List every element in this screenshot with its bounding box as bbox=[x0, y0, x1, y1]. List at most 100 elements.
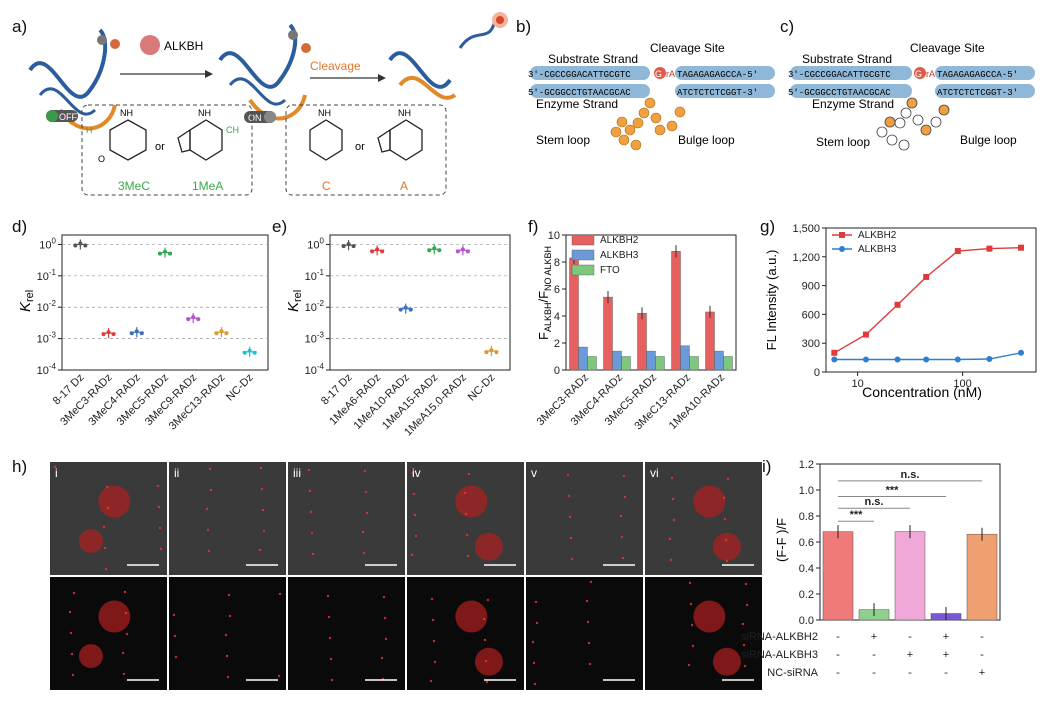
data-point bbox=[455, 245, 470, 256]
row-mark: - bbox=[872, 667, 876, 679]
y-tick-label: 1,200 bbox=[792, 252, 820, 264]
data-point bbox=[986, 356, 993, 363]
micrograph-merged: iv bbox=[407, 462, 524, 575]
on-label: ON bbox=[248, 113, 262, 123]
bot-seq-right-c: ATCTCTCTCGGT-3' bbox=[937, 88, 1018, 98]
micrograph-merged: v bbox=[526, 462, 643, 575]
row-mark: + bbox=[943, 649, 949, 661]
y-tick-label: 10-3 bbox=[305, 331, 325, 346]
svg-text:NH: NH bbox=[318, 108, 331, 118]
enzyme-strand-label-c: Enzyme Strand bbox=[812, 97, 894, 111]
bar bbox=[705, 311, 715, 371]
c-structure: NH bbox=[309, 108, 343, 161]
y-tick-label: 300 bbox=[802, 338, 820, 350]
y-tick-label: 10-1 bbox=[37, 268, 57, 283]
micrograph-fluorescence bbox=[645, 577, 762, 690]
micrograph-label: ii bbox=[174, 466, 179, 480]
cleavage-site-marker-b bbox=[654, 67, 666, 79]
x-tick-label: 100 bbox=[953, 378, 971, 390]
d-ylabel: Krel bbox=[17, 290, 36, 312]
y-tick-label: 10-2 bbox=[305, 299, 325, 314]
data-point bbox=[398, 303, 413, 314]
y-tick-label: 100 bbox=[307, 236, 324, 251]
bulge-loop-label-c: Bulge loop bbox=[960, 133, 1017, 147]
panel-i: i) (F-F )/F 0.00.20.40.60.81.01.2n.s.***… bbox=[741, 457, 1001, 679]
bulge-loop-label-b: Bulge loop bbox=[678, 133, 735, 147]
cleavage-site-label-b: Cleavage Site bbox=[650, 41, 725, 55]
data-point bbox=[831, 356, 838, 363]
series-line bbox=[833, 247, 1022, 354]
row-mark: - bbox=[872, 649, 876, 661]
x-tick-label: 10 bbox=[851, 378, 863, 390]
legend-label: ALKBH2 bbox=[600, 235, 639, 246]
significance-label: *** bbox=[850, 509, 864, 521]
row-mark: - bbox=[836, 667, 840, 679]
bar bbox=[621, 356, 631, 371]
y-tick-label: 1.0 bbox=[799, 485, 814, 497]
micrograph-fluorescence bbox=[407, 577, 524, 690]
dna-structure-cleaved bbox=[388, 12, 508, 100]
data-point bbox=[484, 346, 499, 357]
legend-label: ALKBH3 bbox=[858, 244, 897, 255]
plot-frame bbox=[329, 234, 511, 371]
data-point bbox=[923, 273, 930, 280]
row-mark: + bbox=[943, 631, 949, 643]
legend-label: ALKBH3 bbox=[600, 250, 639, 261]
bar bbox=[655, 356, 665, 371]
significance-label: *** bbox=[886, 485, 900, 497]
panel-b: b) Substrate Strand Cleavage Site 3'-CGC… bbox=[516, 17, 775, 151]
data-point bbox=[1018, 244, 1025, 251]
data-point bbox=[894, 356, 901, 363]
panel-label-f: f) bbox=[528, 217, 538, 236]
micrograph-label: iv bbox=[412, 466, 421, 480]
panel-label-i: i) bbox=[762, 457, 771, 476]
legend-swatch bbox=[571, 249, 595, 261]
svg-text:NH: NH bbox=[398, 108, 411, 118]
bar bbox=[714, 350, 724, 371]
svg-text:NH: NH bbox=[198, 108, 211, 118]
y-tick-label: 0.8 bbox=[799, 511, 814, 523]
micrograph-label: vi bbox=[650, 466, 659, 480]
alkbh-enzyme-icon bbox=[140, 35, 160, 55]
row-mark: - bbox=[980, 631, 984, 643]
data-point bbox=[73, 239, 88, 250]
e-ylabel: Krel bbox=[285, 290, 304, 312]
data-point bbox=[986, 245, 993, 252]
panel-label-d: d) bbox=[12, 217, 27, 236]
bar bbox=[894, 531, 926, 621]
stem-loop-c bbox=[876, 97, 950, 151]
y-tick-label: 10-2 bbox=[37, 299, 57, 314]
bar bbox=[689, 356, 699, 371]
data-point bbox=[1018, 349, 1025, 356]
row-mark: - bbox=[836, 631, 840, 643]
panel-label-e: e) bbox=[272, 217, 287, 236]
data-point bbox=[186, 313, 201, 324]
y-tick-label: 4 bbox=[554, 311, 560, 323]
y-tick-label: 10-4 bbox=[37, 362, 57, 377]
x-tick-label: NC-Dz bbox=[224, 372, 256, 404]
row-mark: - bbox=[944, 667, 948, 679]
stem-loop-label-b: Stem loop bbox=[536, 133, 590, 147]
panel-label-g: g) bbox=[760, 217, 775, 236]
cleavage-site-marker-c bbox=[914, 67, 926, 79]
top-seq-right-c: TAGAGAGAGCCA-5' bbox=[937, 70, 1018, 80]
a-label: A bbox=[400, 179, 408, 193]
significance-label: n.s. bbox=[865, 496, 884, 508]
y-tick-label: 0.4 bbox=[799, 563, 814, 575]
micrograph-merged: i bbox=[50, 462, 167, 575]
substrate-strand-label-c: Substrate Strand bbox=[802, 52, 892, 66]
y-tick-label: 2 bbox=[554, 338, 560, 350]
svg-text:O: O bbox=[98, 154, 105, 164]
y-tick-label: 10 bbox=[548, 230, 560, 242]
panel-a: a) OFF ALKBH ON bbox=[12, 12, 508, 196]
micrograph-fluorescence bbox=[288, 577, 405, 690]
panel-g: g) FL Intensity (a.u.) Concentration (nM… bbox=[760, 217, 1037, 400]
panel-label-b: b) bbox=[516, 17, 531, 36]
chart-i: 0.00.20.40.60.81.01.2n.s.***n.s.***siRNA… bbox=[741, 459, 1001, 679]
panel-label-h: h) bbox=[12, 457, 27, 476]
f-ylabel: FALKBH/FNO ALKBH bbox=[536, 246, 553, 340]
data-point bbox=[862, 356, 869, 363]
